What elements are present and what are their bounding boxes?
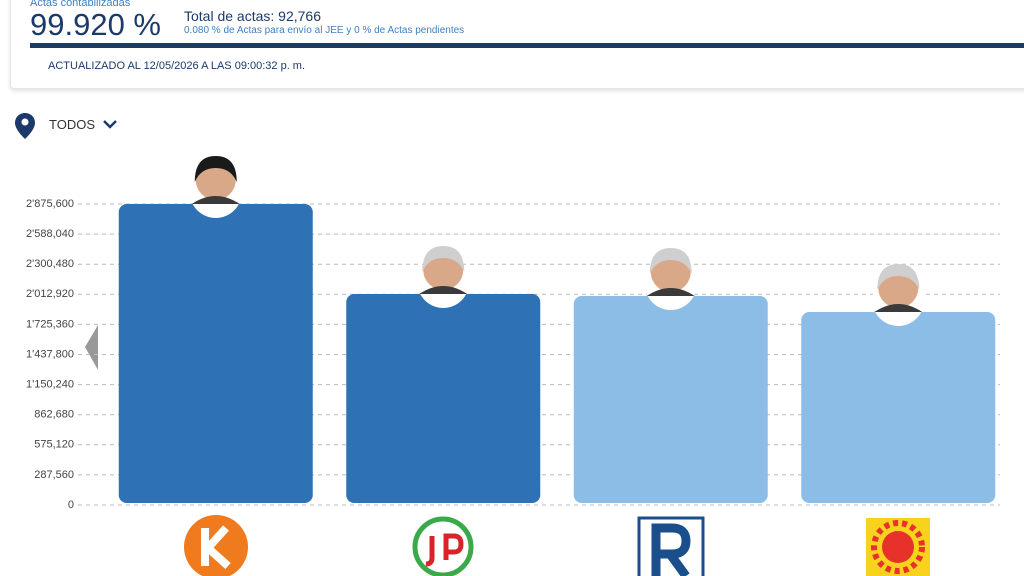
- location-icon: [15, 113, 35, 139]
- counted-label: Actas contabilizadas: [30, 0, 131, 9]
- total-actas: Total de actas: 92,766: [184, 8, 321, 24]
- candidate-hair: [877, 264, 920, 291]
- bar: [573, 295, 768, 503]
- summary-card: Actas contabilizadas 99.920 % Total de a…: [10, 0, 1024, 89]
- party-logo: [412, 516, 474, 576]
- y-tick-label: 287,560: [34, 469, 74, 481]
- filter-dropdown[interactable]: TODOS: [49, 117, 95, 132]
- candidate-clothes: [874, 304, 923, 313]
- scroll-arrow[interactable]: [85, 325, 98, 370]
- candidate-clothes: [419, 285, 468, 294]
- y-tick-label: 2'588,040: [26, 228, 74, 240]
- party-logo: [866, 518, 930, 576]
- party-logo: [637, 516, 705, 576]
- pending-note: 0.080 % de Actas para envío al JEE y 0 %…: [184, 25, 465, 36]
- candidate-clothes: [646, 287, 695, 296]
- progress-bar: [30, 43, 1024, 48]
- updated-time: ACTUALIZADO AL 12/05/2026 A LAS 09:00:32…: [48, 60, 306, 72]
- y-tick-label: 2'875,600: [26, 198, 74, 210]
- candidate-clothes: [191, 196, 240, 204]
- candidate-hair: [422, 245, 465, 272]
- y-tick-label: 862,680: [34, 409, 74, 421]
- party-logo: [184, 515, 248, 576]
- y-tick-label: 2'012,920: [26, 288, 74, 300]
- candidate-photo: [423, 249, 464, 290]
- candidate-photo: [650, 251, 691, 292]
- dropdown-arrow[interactable]: [102, 117, 118, 131]
- candidate-photo: [195, 160, 236, 200]
- candidate-hair: [194, 156, 237, 182]
- candidate-photo: [878, 268, 919, 309]
- y-tick-label: 1'725,360: [26, 318, 74, 330]
- y-tick-label: 1'150,240: [26, 379, 74, 391]
- y-tick-label: 1'437,800: [26, 348, 74, 360]
- bar: [801, 312, 996, 503]
- y-tick-label: 575,120: [34, 439, 74, 451]
- counted-percent: 99.920 %: [30, 7, 161, 42]
- bar: [118, 204, 313, 503]
- y-tick-label: 2'300,480: [26, 258, 74, 270]
- bar: [346, 293, 541, 503]
- y-tick-label: 0: [68, 499, 74, 511]
- candidate-hair: [649, 247, 692, 274]
